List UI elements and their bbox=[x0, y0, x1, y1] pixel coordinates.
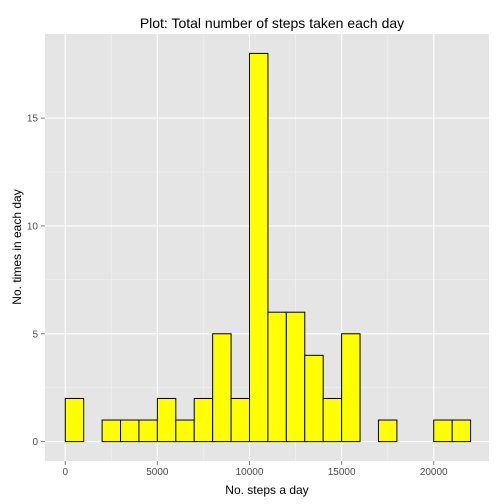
x-axis-ticks: 0 5000 10000 15000 20000 bbox=[62, 461, 448, 478]
histogram-bar bbox=[193, 397, 214, 443]
x-tick-label: 5000 bbox=[146, 467, 169, 478]
histogram-bar bbox=[212, 333, 232, 443]
x-tick-label: 20000 bbox=[420, 467, 448, 478]
histogram-bar bbox=[433, 419, 453, 443]
histogram-bar bbox=[64, 397, 85, 443]
histogram-bar bbox=[304, 354, 324, 443]
y-tick-label: 5 bbox=[32, 329, 38, 340]
histogram-bar bbox=[285, 311, 306, 443]
histogram-bar bbox=[175, 419, 195, 443]
histogram-bars bbox=[64, 52, 472, 443]
y-tick-label: 15 bbox=[27, 114, 39, 125]
histogram-bar bbox=[120, 419, 140, 443]
histogram-bar bbox=[451, 419, 472, 443]
x-tick-label: 15000 bbox=[328, 467, 356, 478]
chart-title: Plot: Total number of steps taken each d… bbox=[140, 15, 404, 31]
y-tick-label: 0 bbox=[32, 437, 38, 448]
y-tick-label: 10 bbox=[27, 221, 39, 232]
histogram-bar bbox=[156, 397, 177, 443]
x-axis-title: No. steps a day bbox=[225, 483, 308, 497]
histogram-bar bbox=[138, 419, 158, 443]
histogram-bar bbox=[248, 52, 269, 443]
x-tick-label: 0 bbox=[62, 467, 68, 478]
histogram-bar bbox=[101, 419, 122, 443]
y-axis-ticks: 0 5 10 15 bbox=[27, 114, 45, 448]
histogram-bar bbox=[267, 311, 287, 443]
histogram-bar bbox=[377, 419, 398, 443]
histogram-bar bbox=[341, 333, 361, 443]
histogram-bar bbox=[230, 397, 250, 443]
histogram-bar bbox=[322, 397, 343, 443]
x-tick-label: 10000 bbox=[236, 467, 264, 478]
y-axis-title: No. times in each day bbox=[10, 189, 24, 304]
